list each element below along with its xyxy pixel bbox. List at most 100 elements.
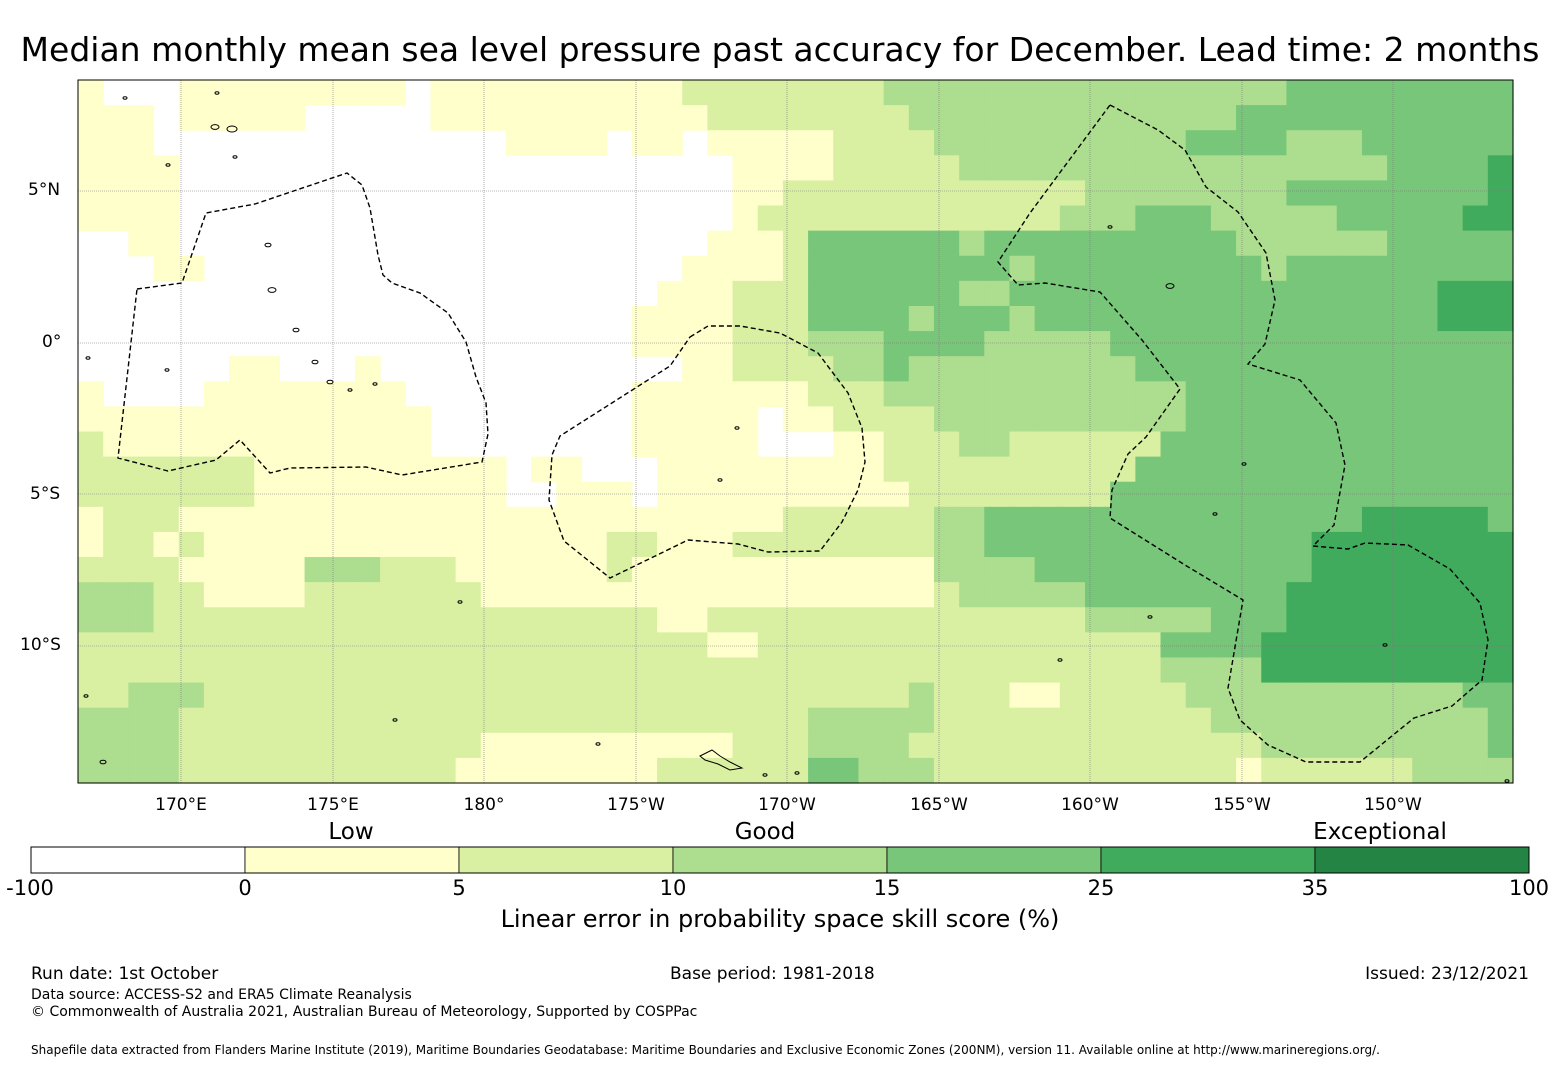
island-outline bbox=[717, 478, 723, 482]
skill-cell bbox=[1110, 331, 1136, 357]
skill-cell bbox=[254, 732, 281, 759]
skill-cell bbox=[430, 80, 457, 106]
skill-cell bbox=[933, 431, 960, 458]
skill-cell bbox=[883, 456, 910, 483]
skill-cell bbox=[505, 582, 532, 608]
skill-cell bbox=[1387, 331, 1413, 357]
skill-cell bbox=[128, 707, 155, 734]
skill-cell bbox=[1009, 230, 1036, 257]
skill-cell bbox=[329, 557, 356, 583]
skill-cell bbox=[505, 557, 532, 583]
skill-cell bbox=[1437, 707, 1464, 734]
skill-cell bbox=[808, 155, 834, 182]
skill-cell bbox=[833, 80, 860, 106]
skill-cell bbox=[933, 707, 960, 734]
skill-cell bbox=[1160, 105, 1187, 131]
skill-cell bbox=[757, 205, 784, 232]
skill-cell bbox=[1135, 331, 1162, 357]
skill-cell bbox=[908, 582, 935, 608]
skill-cell bbox=[1487, 732, 1514, 759]
skill-cell bbox=[1462, 230, 1489, 257]
skill-cell bbox=[732, 607, 759, 633]
skill-cell bbox=[1059, 456, 1086, 483]
skill-cell bbox=[984, 707, 1011, 734]
skill-cell bbox=[229, 707, 255, 734]
skill-cell bbox=[682, 582, 708, 608]
skill-cell bbox=[1135, 155, 1162, 182]
skill-cell bbox=[707, 255, 734, 282]
skill-cell bbox=[1085, 130, 1111, 156]
skill-cell bbox=[1462, 381, 1489, 407]
skill-cell bbox=[1210, 155, 1237, 182]
skill-cell bbox=[279, 431, 306, 458]
skill-cell bbox=[1135, 481, 1162, 508]
skill-cell bbox=[732, 80, 759, 106]
skill-cell bbox=[304, 481, 331, 508]
skill-cell bbox=[531, 130, 557, 156]
skill-cell bbox=[1336, 657, 1363, 684]
skill-cell bbox=[178, 406, 205, 433]
island-outline bbox=[214, 91, 220, 95]
skill-cell bbox=[556, 130, 583, 156]
skill-cell bbox=[933, 205, 960, 232]
skill-cell bbox=[304, 80, 331, 106]
skill-cell bbox=[78, 582, 104, 608]
skill-cell bbox=[732, 105, 759, 131]
skill-cell bbox=[1286, 481, 1313, 508]
skill-cell bbox=[707, 331, 734, 357]
skill-cell bbox=[128, 657, 155, 684]
skill-cell bbox=[1110, 431, 1136, 458]
skill-cell bbox=[933, 80, 960, 106]
skill-grid bbox=[78, 80, 1514, 784]
skill-cell bbox=[1412, 506, 1439, 533]
skill-cell bbox=[354, 582, 381, 608]
skill-cell bbox=[833, 331, 860, 357]
skill-cell bbox=[229, 657, 255, 684]
skill-cell bbox=[1059, 180, 1086, 207]
lon-label-180: 180° bbox=[463, 795, 505, 815]
skill-cell bbox=[1210, 406, 1237, 433]
skill-cell bbox=[808, 205, 834, 232]
skill-cell bbox=[858, 506, 885, 533]
skill-cell bbox=[1336, 381, 1363, 407]
skill-cell bbox=[1286, 381, 1313, 407]
colorbar-segment bbox=[886, 846, 1102, 874]
skill-cell bbox=[1361, 707, 1388, 734]
skill-cell bbox=[1059, 381, 1086, 407]
skill-cell bbox=[480, 732, 507, 759]
skill-cell bbox=[304, 406, 331, 433]
skill-cell bbox=[858, 280, 885, 307]
skill-cell bbox=[1336, 356, 1363, 382]
skill-cell bbox=[329, 707, 356, 734]
skill-cell bbox=[1236, 456, 1262, 483]
skill-cell bbox=[1437, 80, 1464, 106]
skill-cell bbox=[1387, 280, 1413, 307]
skill-cell bbox=[354, 707, 381, 734]
skill-cell bbox=[128, 130, 155, 156]
skill-cell bbox=[732, 356, 759, 382]
skill-cell bbox=[1110, 381, 1136, 407]
skill-cell bbox=[657, 607, 683, 633]
colorbar-tick: 0 bbox=[238, 876, 252, 900]
skill-cell bbox=[908, 331, 935, 357]
skill-cell bbox=[153, 205, 180, 232]
skill-cell bbox=[1462, 506, 1489, 533]
skill-cell bbox=[833, 180, 860, 207]
skill-cell bbox=[480, 607, 507, 633]
skill-cell bbox=[531, 105, 557, 131]
skill-cell bbox=[203, 481, 230, 508]
skill-cell bbox=[1009, 205, 1036, 232]
skill-cell bbox=[1387, 506, 1413, 533]
skill-cell bbox=[682, 356, 708, 382]
skill-cell bbox=[1059, 356, 1086, 382]
skill-cell bbox=[1034, 757, 1061, 784]
skill-cell bbox=[1110, 682, 1136, 709]
skill-cell bbox=[1336, 607, 1363, 633]
skill-cell bbox=[329, 732, 356, 759]
skill-cell bbox=[405, 431, 432, 458]
skill-cell bbox=[1034, 356, 1061, 382]
skill-cell bbox=[1387, 456, 1413, 483]
island-outline bbox=[164, 368, 170, 372]
skill-cell bbox=[1487, 356, 1514, 382]
skill-cell bbox=[1009, 557, 1036, 583]
